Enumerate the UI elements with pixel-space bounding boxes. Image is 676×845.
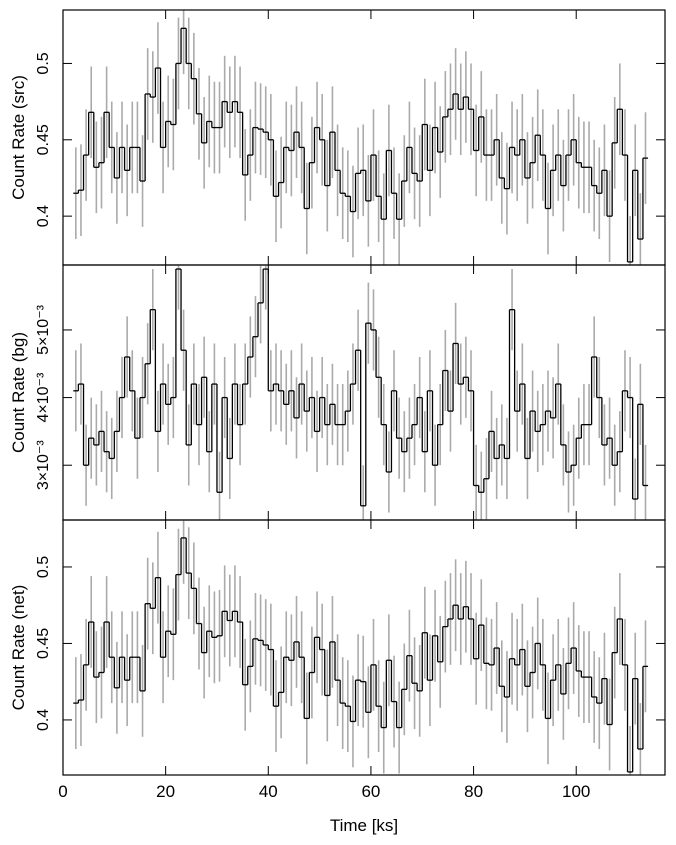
y-tick-label: 0.5	[35, 556, 52, 578]
y-tick-label: 3×10⁻³	[35, 440, 52, 490]
x-tick-label: 20	[156, 782, 175, 801]
x-tick-label: 40	[259, 782, 278, 801]
y-axis-label: Count Rate (bg)	[9, 332, 28, 453]
y-tick-label: 0.4	[35, 205, 52, 227]
y-tick-label: 0.4	[35, 709, 52, 731]
x-tick-label: 60	[361, 782, 380, 801]
x-tick-label: 0	[58, 782, 67, 801]
y-tick-label: 0.45	[35, 628, 52, 659]
y-tick-label: 4×10⁻³	[35, 372, 52, 422]
panel-frame	[62, 519, 666, 776]
plot-area	[73, 520, 649, 775]
x-tick-label: 100	[562, 782, 590, 801]
plot-area	[73, 10, 649, 265]
y-tick-label: 0.45	[35, 124, 52, 155]
plot-area	[73, 265, 649, 520]
y-axis-label: Count Rate (src)	[9, 75, 28, 200]
y-axis-label: Count Rate (net)	[9, 585, 28, 711]
x-axis-label: Time [ks]	[330, 816, 398, 835]
y-tick-label: 5×10⁻³	[35, 304, 52, 354]
x-tick-label: 80	[464, 782, 483, 801]
y-tick-label: 0.5	[35, 52, 52, 74]
